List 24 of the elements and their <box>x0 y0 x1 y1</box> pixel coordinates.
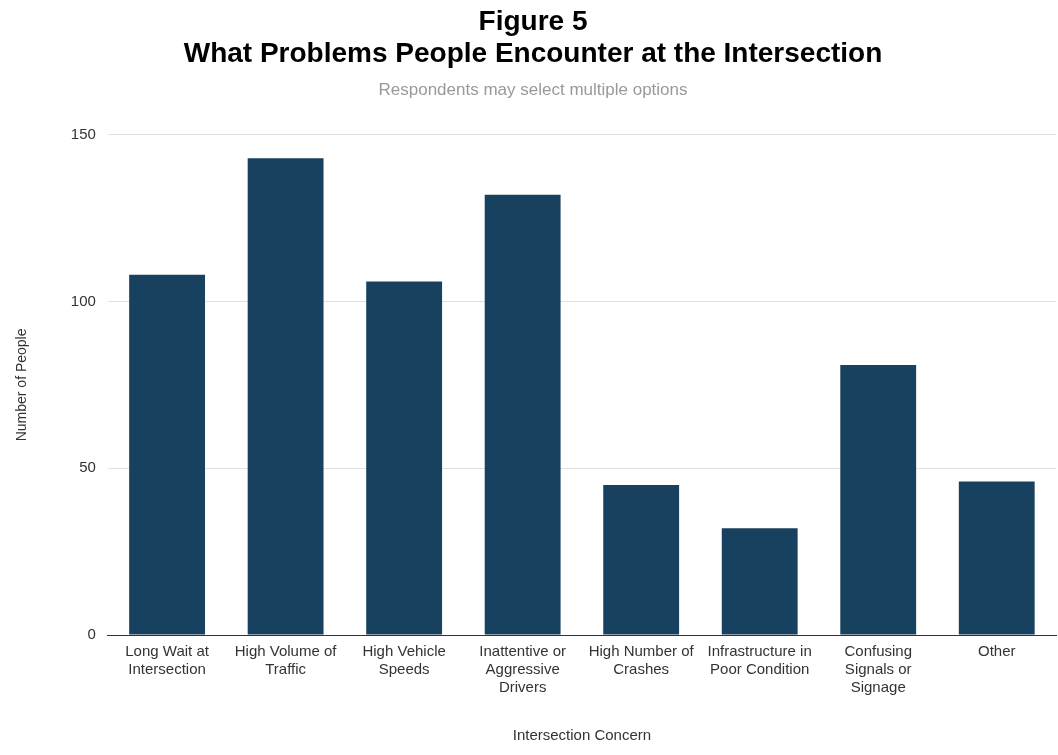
bar <box>247 158 324 635</box>
x-tick-label: High Volume of Traffic <box>234 642 338 678</box>
chart-subtitle: Respondents may select multiple options <box>378 80 688 100</box>
x-tick-label: Long Wait at Intersection <box>125 642 210 678</box>
bar <box>721 528 798 635</box>
x-axis-title: Intersection Concern <box>512 726 652 744</box>
x-tick-label: Inattentive or Aggressive Drivers <box>479 642 567 696</box>
x-tick-label: Other <box>977 642 1016 660</box>
chart-title: Figure 5 What Problems People Encounter at the Intersection <box>183 4 883 69</box>
bar <box>840 364 917 635</box>
bar <box>129 274 206 635</box>
y-tick-label: 150 <box>70 124 96 142</box>
x-tick-label: Infrastructure in Poor Condition <box>707 642 812 678</box>
y-tick-label: 0 <box>87 625 96 643</box>
bar <box>603 484 680 635</box>
y-tick-label: 100 <box>70 291 96 309</box>
y-axis-title: Number of People <box>13 328 30 442</box>
bar <box>958 481 1035 635</box>
x-tick-label: High Vehicle Speeds <box>362 642 446 678</box>
x-tick-label: High Number of Crashes <box>588 642 695 678</box>
x-tick-label: Confusing Signals or Signage <box>844 642 912 696</box>
bar <box>366 281 443 635</box>
bar <box>484 194 561 635</box>
y-tick-label: 50 <box>79 458 96 476</box>
